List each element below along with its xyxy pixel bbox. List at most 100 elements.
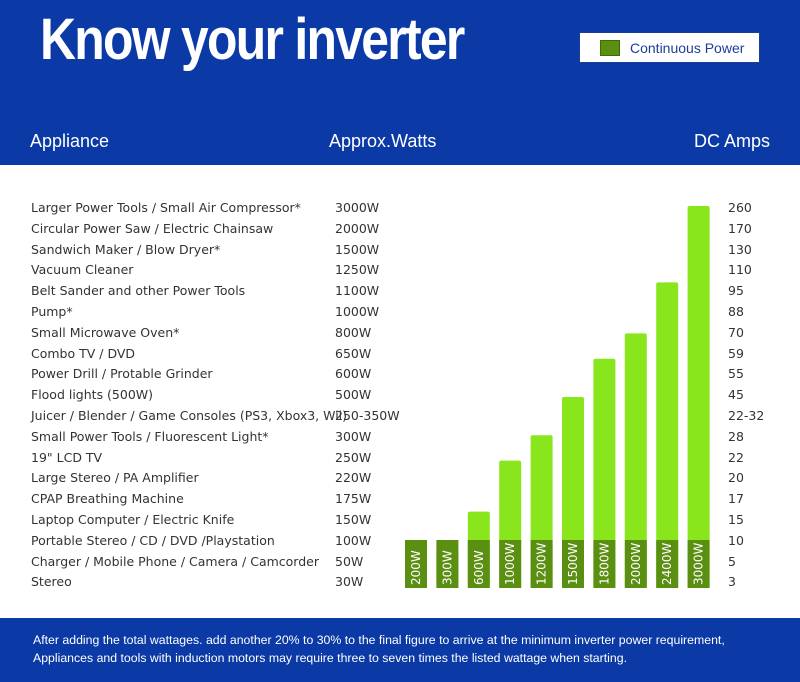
appliance-name: Charger / Mobile Phone / Camera / Camcor… xyxy=(31,553,319,569)
appliance-amps: 110 xyxy=(728,262,752,278)
appliance-amps: 17 xyxy=(728,491,744,507)
page-title: Know your inverter xyxy=(40,7,465,72)
table-row: Laptop Computer / Electric Knife 150W 15 xyxy=(0,510,800,530)
appliance-watts: 30W xyxy=(335,574,364,590)
table-row: Flood lights (500W) 500W 45 xyxy=(0,385,800,405)
appliance-watts: 250W xyxy=(335,449,372,465)
appliance-watts: 100W xyxy=(335,532,372,548)
appliance-name: Belt Sander and other Power Tools xyxy=(31,283,246,299)
appliance-watts: 1500W xyxy=(335,241,380,257)
bar-label: 1000W xyxy=(503,542,517,585)
table-row: Charger / Mobile Phone / Camera / Camcor… xyxy=(0,552,800,572)
appliance-name: Large Stereo / PA Amplifier xyxy=(31,470,199,486)
appliance-name: 19" LCD TV xyxy=(31,449,103,465)
bar-label: 1500W xyxy=(566,542,580,585)
appliance-watts: 175W xyxy=(335,491,372,507)
table-row: Power Drill / Protable Grinder 600W 55 xyxy=(0,364,800,384)
bar-label: 2400W xyxy=(660,542,674,585)
appliance-amps: 10 xyxy=(728,532,744,548)
table-row: Circular Power Saw / Electric Chainsaw 20… xyxy=(0,219,800,239)
bar-label: 1200W xyxy=(535,542,549,585)
appliance-name: Sandwich Maker / Blow Dryer* xyxy=(31,241,221,257)
appliance-watts: 220W xyxy=(335,470,372,486)
table-row: Juicer / Blender / Game Consoles (PS3, X… xyxy=(0,406,800,426)
bar-2400W xyxy=(656,282,679,588)
appliance-amps: 22-32 xyxy=(728,408,765,423)
appliance-name: Stereo xyxy=(31,574,72,590)
table-row: Pump* 1000W 88 xyxy=(0,302,800,322)
appliance-watts: 50W xyxy=(335,553,364,569)
appliance-name: Pump* xyxy=(31,304,73,319)
table-row: Vacuum Cleaner 1250W 110 xyxy=(0,260,800,280)
appliance-amps: 55 xyxy=(728,366,744,382)
appliance-watts: 500W xyxy=(335,387,372,403)
appliance-name: Circular Power Saw / Electric Chainsaw xyxy=(31,220,274,236)
table-row: Belt Sander and other Power Tools 1100W 95 xyxy=(0,281,800,301)
appliance-amps: 28 xyxy=(728,428,744,444)
appliance-amps: 20 xyxy=(728,470,744,486)
appliance-name: Small Power Tools / Fluorescent Light* xyxy=(31,428,269,444)
footer-note-1: After adding the total wattages. add ano… xyxy=(33,633,725,647)
bar-label: 2000W xyxy=(629,542,643,585)
table-row: Small Microwave Oven* 800W 70 xyxy=(0,323,800,343)
bar-label: 200W xyxy=(409,550,423,585)
bar-label-band xyxy=(656,540,679,588)
table-row: Sandwich Maker / Blow Dryer* 1500W 130 xyxy=(0,240,800,260)
appliance-watts: 3000W xyxy=(335,200,380,215)
bar-label-band xyxy=(467,540,490,588)
bar-label: 600W xyxy=(472,550,486,585)
bar-label: 3000W xyxy=(692,542,706,585)
appliance-amps: 130 xyxy=(728,241,752,257)
bar-label: 300W xyxy=(440,550,454,585)
footer-banner: After adding the total wattages. add ano… xyxy=(0,618,800,682)
appliance-name: Small Microwave Oven* xyxy=(31,324,180,340)
appliance-name: Portable Stereo / CD / DVD /Playstation xyxy=(31,532,275,548)
bar-1800W xyxy=(593,358,616,588)
appliance-name: CPAP Breathing Machine xyxy=(31,491,184,507)
bar-label-band xyxy=(562,540,584,588)
appliance-amps: 88 xyxy=(728,304,744,319)
appliance-watts: 250-350W xyxy=(335,408,400,423)
appliance-name: Larger Power Tools / Small Air Compresso… xyxy=(31,200,301,215)
appliance-watts: 300W xyxy=(335,428,372,444)
bar-label-band xyxy=(624,540,647,588)
bar-3000W xyxy=(687,206,710,588)
column-header-amps: DC Amps xyxy=(694,131,771,151)
footer-note-2: Appliances and tools with induction moto… xyxy=(33,651,627,665)
appliance-watts: 800W xyxy=(335,324,372,340)
appliance-amps: 45 xyxy=(728,387,744,403)
appliance-name: Laptop Computer / Electric Knife xyxy=(31,512,235,527)
legend: Continuous Power xyxy=(579,32,760,63)
bar-label-band xyxy=(593,540,616,588)
bar-label-band xyxy=(436,540,459,588)
column-header-appliance: Appliance xyxy=(30,131,110,151)
appliance-amps: 5 xyxy=(728,553,736,569)
table-row: Large Stereo / PA Amplifier 220W 20 xyxy=(0,468,800,488)
appliance-watts: 650W xyxy=(335,345,372,361)
appliance-name: Flood lights (500W) xyxy=(31,387,154,403)
bar-label: 1800W xyxy=(597,542,611,585)
appliance-amps: 170 xyxy=(728,220,752,236)
appliance-amps: 260 xyxy=(728,200,752,215)
appliance-watts: 1000W xyxy=(335,304,380,319)
bar-label-band xyxy=(405,540,427,588)
legend-swatch xyxy=(600,39,620,56)
column-header-watts: Approx.Watts xyxy=(329,131,437,151)
table-row: CPAP Breathing Machine 175W 17 xyxy=(0,489,800,509)
appliance-watts: 2000W xyxy=(335,220,380,236)
appliance-watts: 600W xyxy=(335,366,372,382)
table-row: Stereo 30W 3 xyxy=(0,572,800,592)
bar-label-band xyxy=(687,540,710,588)
appliance-watts: 1250W xyxy=(335,262,380,278)
header-banner: Know your inverter Continuous Power Appl… xyxy=(0,0,800,165)
appliance-amps: 59 xyxy=(728,345,744,361)
appliance-amps: 22 xyxy=(728,449,744,465)
table-row: Small Power Tools / Fluorescent Light* 30… xyxy=(0,427,800,447)
appliance-name: Power Drill / Protable Grinder xyxy=(31,366,213,382)
appliance-amps: 15 xyxy=(728,512,744,527)
appliance-amps: 3 xyxy=(728,574,736,590)
appliance-name: Juicer / Blender / Game Consoles (PS3, X… xyxy=(31,408,348,423)
table-row: 19" LCD TV 250W 22 xyxy=(0,448,800,468)
bar-label-band xyxy=(499,540,522,588)
